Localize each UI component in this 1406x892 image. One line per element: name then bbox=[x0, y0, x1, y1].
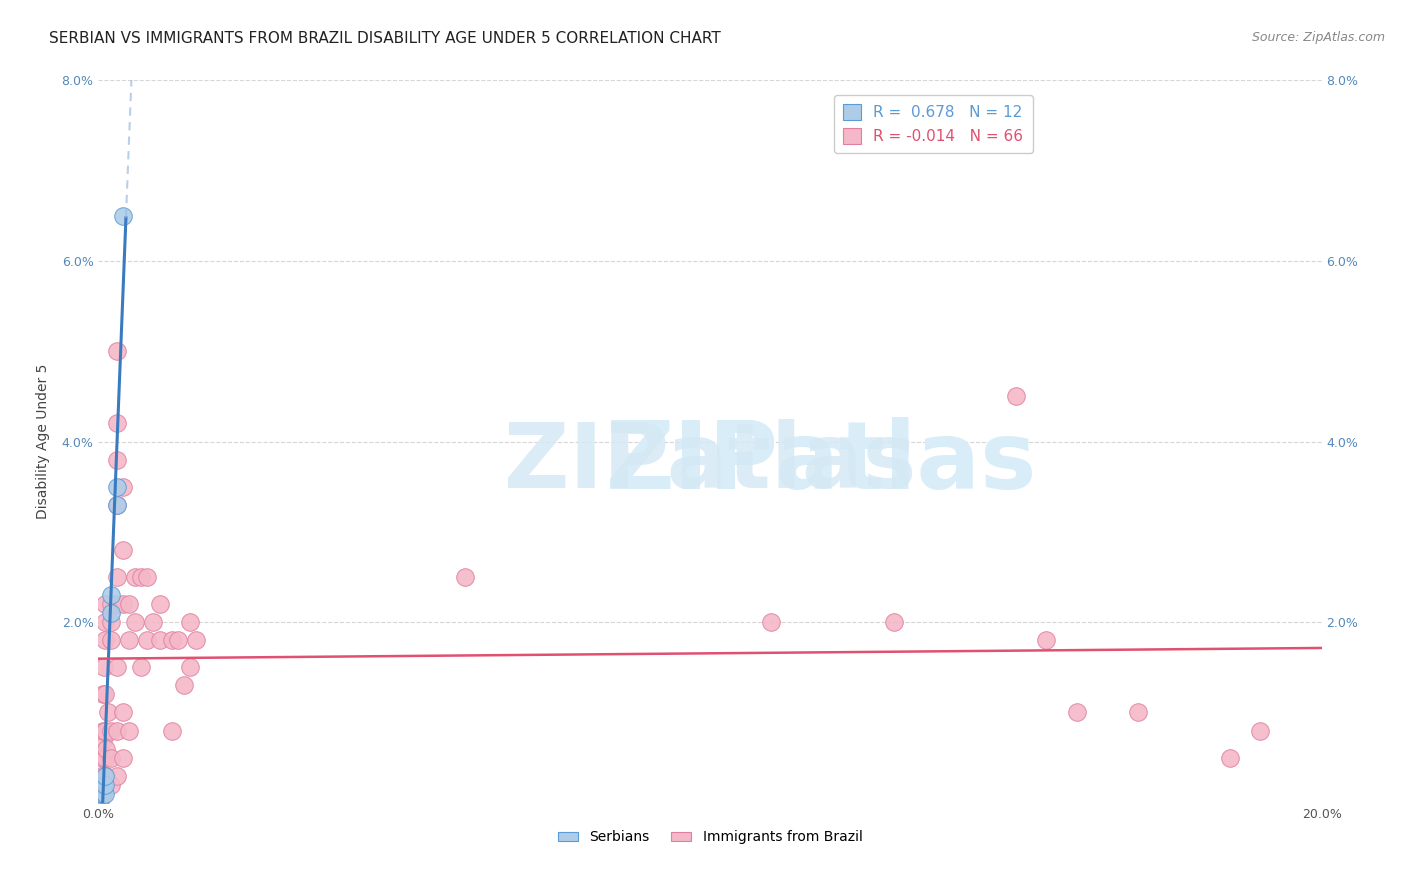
Point bbox=[90, 791, 112, 805]
Point bbox=[454, 570, 477, 584]
Point bbox=[91, 787, 114, 801]
Y-axis label: Disability Age Under 5: Disability Age Under 5 bbox=[37, 364, 51, 519]
Point bbox=[96, 741, 118, 756]
Point bbox=[100, 615, 122, 630]
Point bbox=[93, 615, 115, 630]
Point bbox=[149, 633, 172, 648]
Point bbox=[100, 778, 122, 792]
Legend: Serbians, Immigrants from Brazil: Serbians, Immigrants from Brazil bbox=[553, 825, 868, 850]
Point bbox=[149, 597, 172, 611]
Point bbox=[93, 633, 115, 648]
Point bbox=[124, 570, 146, 584]
Point bbox=[759, 615, 782, 630]
Point bbox=[100, 606, 122, 620]
Point bbox=[100, 588, 122, 602]
Point bbox=[100, 750, 122, 764]
Point bbox=[111, 480, 134, 494]
Point bbox=[173, 678, 195, 692]
Point bbox=[91, 687, 114, 701]
Point bbox=[100, 597, 122, 611]
Point bbox=[93, 769, 115, 783]
Point bbox=[100, 723, 122, 738]
Point bbox=[93, 778, 115, 792]
Text: Source: ZipAtlas.com: Source: ZipAtlas.com bbox=[1251, 31, 1385, 45]
Point bbox=[1128, 706, 1150, 720]
Point bbox=[111, 706, 134, 720]
Point bbox=[93, 660, 115, 674]
Text: ZIPatlas: ZIPatlas bbox=[606, 417, 1038, 509]
Point bbox=[90, 778, 112, 792]
Point bbox=[105, 417, 128, 431]
Point bbox=[1249, 723, 1271, 738]
Point bbox=[179, 660, 201, 674]
Point bbox=[93, 723, 115, 738]
Point bbox=[883, 615, 905, 630]
Point bbox=[129, 570, 152, 584]
Point bbox=[105, 452, 128, 467]
Point bbox=[105, 660, 128, 674]
Point bbox=[93, 787, 115, 801]
Point bbox=[111, 209, 134, 223]
Text: SERBIAN VS IMMIGRANTS FROM BRAZIL DISABILITY AGE UNDER 5 CORRELATION CHART: SERBIAN VS IMMIGRANTS FROM BRAZIL DISABI… bbox=[49, 31, 721, 46]
Point bbox=[136, 633, 159, 648]
Point bbox=[124, 615, 146, 630]
Point bbox=[118, 633, 141, 648]
Point bbox=[105, 480, 128, 494]
Point bbox=[100, 633, 122, 648]
Point bbox=[1219, 750, 1241, 764]
Point bbox=[93, 750, 115, 764]
Point bbox=[97, 706, 120, 720]
Point bbox=[91, 750, 114, 764]
Point bbox=[90, 769, 112, 783]
Point bbox=[136, 570, 159, 584]
Point bbox=[186, 633, 208, 648]
Point bbox=[160, 723, 183, 738]
Point bbox=[167, 633, 190, 648]
Point bbox=[105, 344, 128, 359]
Point bbox=[179, 615, 201, 630]
Point bbox=[90, 787, 112, 801]
Point bbox=[1004, 389, 1026, 403]
Point bbox=[94, 769, 117, 783]
Text: ZIPatlas: ZIPatlas bbox=[503, 419, 917, 508]
Point bbox=[111, 597, 134, 611]
Point bbox=[111, 542, 134, 557]
Point bbox=[91, 723, 114, 738]
Point bbox=[129, 660, 152, 674]
Point bbox=[105, 597, 128, 611]
Point bbox=[105, 498, 128, 512]
Point bbox=[105, 570, 128, 584]
Point bbox=[89, 791, 111, 805]
Point bbox=[1035, 633, 1057, 648]
Point bbox=[105, 498, 128, 512]
Point bbox=[160, 633, 183, 648]
Point bbox=[118, 597, 141, 611]
Point bbox=[91, 778, 114, 792]
Point bbox=[118, 723, 141, 738]
Point bbox=[111, 750, 134, 764]
Point bbox=[91, 732, 114, 747]
Point bbox=[93, 687, 115, 701]
Point bbox=[142, 615, 165, 630]
Point bbox=[1066, 706, 1088, 720]
Text: ZIP: ZIP bbox=[606, 417, 779, 509]
Point bbox=[90, 787, 112, 801]
Point bbox=[105, 769, 128, 783]
Point bbox=[93, 769, 115, 783]
Point bbox=[105, 723, 128, 738]
Point bbox=[93, 597, 115, 611]
